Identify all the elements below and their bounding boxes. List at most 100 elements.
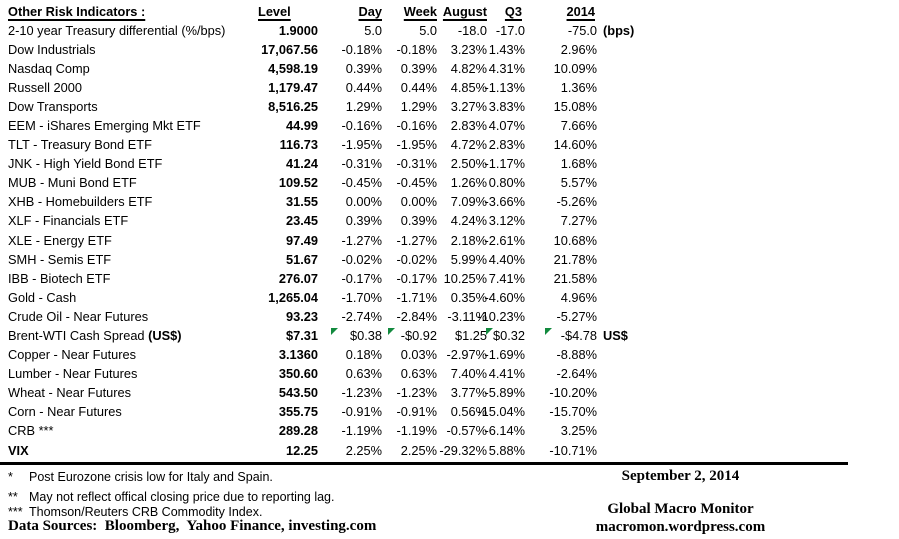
column-header-day: Day (358, 4, 382, 19)
footnote-3: *** Thomson/Reuters CRB Commodity Index. (8, 505, 262, 519)
table-row: SMH - Semis ETF 51.67 -0.02% -0.02% 5.99… (0, 250, 899, 269)
column-header-week: Week (403, 4, 437, 19)
table-row: JNK - High Yield Bond ETF 41.24 -0.31% -… (0, 154, 899, 173)
cell-flag-icon (545, 328, 552, 335)
cell-day: -1.70% (341, 289, 382, 305)
row-label: Dow Transports (8, 98, 98, 114)
cell-level: 51.67 (285, 251, 318, 267)
cell-q3: 4.40% (488, 251, 525, 267)
cell-q3: -10.23% (477, 308, 525, 324)
row-label: Dow Industrials (8, 41, 96, 57)
footer-right: September 2, 2014 Global Macro Monitor m… (583, 468, 778, 536)
cell-day: -0.31% (341, 156, 382, 172)
cell-2014: 2.96% (560, 41, 597, 57)
table-row: XLE - Energy ETF 97.49 -1.27% -1.27% 2.1… (0, 231, 899, 250)
cell-august: 5.99% (450, 251, 487, 267)
cell-2014: -10.71% (549, 442, 597, 458)
cell-august: 2.50% (450, 156, 487, 172)
cell-august: 7.40% (450, 366, 487, 382)
cell-august: -2.97% (446, 347, 487, 363)
cell-august: 4.82% (450, 60, 487, 76)
cell-august: -0.57% (446, 423, 487, 439)
cell-august: 0.35% (450, 289, 487, 305)
cell-week: -0.16% (396, 117, 437, 133)
cell-2014: -5.27% (556, 308, 597, 324)
cell-2014: -5.26% (556, 194, 597, 210)
row-label: Nasdaq Comp (8, 60, 90, 76)
table-row: Nasdaq Comp 4,598.19 0.39% 0.39% 4.82% 4… (0, 59, 899, 78)
cell-august: 3.27% (450, 98, 487, 114)
cell-week: -0.45% (396, 175, 437, 191)
table-row: Gold - Cash 1,265.04 -1.70% -1.71% 0.35%… (0, 288, 899, 307)
cell-august: 2.83% (450, 117, 487, 133)
cell-level: 3.1360 (278, 347, 318, 363)
table-rows: 2-10 year Treasury differential (%/bps) … (0, 21, 899, 460)
row-label: Gold - Cash (8, 289, 77, 305)
cell-q3: 0.80% (488, 175, 525, 191)
cell-q3: 1.43% (488, 41, 525, 57)
cell-2014: -75.0 (567, 22, 597, 38)
cell-level: 1,179.47 (268, 79, 318, 95)
cell-august: 4.24% (450, 213, 487, 229)
cell-2014: 10.09% (553, 60, 597, 76)
cell-day: -0.18% (341, 41, 382, 57)
cell-note: US$ (603, 328, 628, 343)
cell-week: 2.25% (400, 442, 437, 458)
table-row: Copper - Near Futures 3.1360 0.18% 0.03%… (0, 345, 899, 364)
footnote-text: Post Eurozone crisis low for Italy and S… (29, 470, 273, 484)
cell-august: 1.26% (450, 175, 487, 191)
cell-2014: -$4.78 (560, 328, 597, 343)
cell-week: -$0.92 (400, 328, 437, 343)
table-title: Other Risk Indicators : (8, 4, 146, 19)
cell-week: 1.29% (400, 98, 437, 114)
footnote-marker: ** (8, 490, 18, 504)
cell-august: 4.85% (450, 79, 487, 95)
cell-q3: -5.89% (484, 385, 525, 401)
cell-q3: -1.13% (484, 79, 525, 95)
cell-q3: 5.88% (488, 442, 525, 458)
cell-week: -1.19% (396, 423, 437, 439)
cell-level: 93.23 (285, 308, 318, 324)
row-label: Crude Oil - Near Futures (8, 308, 149, 324)
cell-2014: 7.27% (560, 213, 597, 229)
cell-q3: 3.12% (488, 213, 525, 229)
table-row: MUB - Muni Bond ETF 109.52 -0.45% -0.45%… (0, 173, 899, 192)
row-label: SMH - Semis ETF (8, 251, 112, 267)
cell-august: $1.25 (454, 328, 487, 343)
footnote-2: ** May not reflect offical closing price … (8, 490, 335, 504)
brand-name: Global Macro Monitor (607, 501, 754, 517)
divider-rule (0, 462, 848, 465)
row-label: Russell 2000 (8, 79, 82, 95)
cell-week: -1.27% (396, 232, 437, 248)
cell-level: 355.75 (278, 404, 318, 420)
row-label: VIX (8, 442, 29, 458)
table-row: Dow Transports 8,516.25 1.29% 1.29% 3.27… (0, 97, 899, 116)
footnote-text: Thomson/Reuters CRB Commodity Index. (29, 505, 263, 519)
cell-q3: -1.69% (484, 347, 525, 363)
cell-week: -0.18% (396, 41, 437, 57)
table-row: TLT - Treasury Bond ETF 116.73 -1.95% -1… (0, 135, 899, 154)
table-row: XHB - Homebuilders ETF 31.55 0.00% 0.00%… (0, 192, 899, 211)
table-row: Corn - Near Futures 355.75 -0.91% -0.91%… (0, 402, 899, 421)
cell-day: -2.74% (341, 308, 382, 324)
cell-2014: -15.70% (549, 404, 597, 420)
column-header-level: Level (258, 4, 291, 19)
table-row: Wheat - Near Futures 543.50 -1.23% -1.23… (0, 383, 899, 402)
row-label: JNK - High Yield Bond ETF (8, 156, 163, 172)
cell-level: 350.60 (278, 366, 318, 382)
cell-day: -0.17% (341, 270, 382, 286)
cell-level: 23.45 (285, 213, 318, 229)
cell-day: -1.19% (341, 423, 382, 439)
footnote-text: May not reflect offical closing price du… (29, 490, 335, 504)
cell-day: -0.45% (341, 175, 382, 191)
cell-flag-icon (388, 328, 395, 335)
cell-august: 2.18% (450, 232, 487, 248)
cell-week: -1.23% (396, 385, 437, 401)
cell-august: 7.09% (450, 194, 487, 210)
cell-level: 41.24 (285, 156, 318, 172)
cell-week: -0.31% (396, 156, 437, 172)
cell-2014: 15.08% (553, 98, 597, 114)
row-label: Copper - Near Futures (8, 347, 137, 363)
cell-level: 543.50 (278, 385, 318, 401)
